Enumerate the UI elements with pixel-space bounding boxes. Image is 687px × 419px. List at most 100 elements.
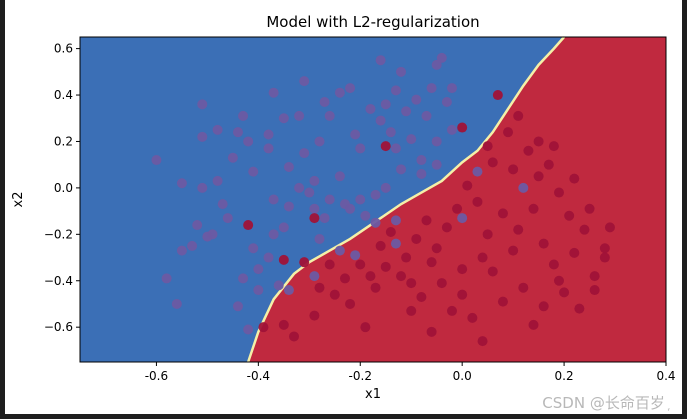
data-point-red <box>243 220 254 231</box>
data-point-red <box>431 243 442 254</box>
data-point-blue <box>263 143 274 154</box>
data-point-red <box>426 326 437 337</box>
data-point-blue <box>176 245 187 256</box>
data-point-blue <box>227 152 238 163</box>
data-point-red <box>508 245 519 256</box>
data-point-red <box>477 336 488 347</box>
data-point-blue <box>268 87 279 98</box>
data-point-blue <box>243 324 254 335</box>
data-point-red <box>324 259 335 270</box>
data-point-red <box>329 289 340 300</box>
data-point-red <box>278 254 289 265</box>
data-point-blue <box>309 175 320 186</box>
x-tick-label: -0.4 <box>247 369 270 383</box>
data-point-blue <box>283 162 294 172</box>
x-tick-label: -0.6 <box>145 369 168 383</box>
data-point-red <box>503 127 514 138</box>
data-point-blue <box>248 166 259 177</box>
data-point-blue <box>197 99 208 110</box>
data-point-blue <box>192 220 203 231</box>
data-point-red <box>538 301 549 312</box>
data-point-blue <box>370 189 381 200</box>
data-point-red <box>452 203 463 214</box>
data-point-blue <box>273 280 284 291</box>
data-point-blue <box>411 94 422 105</box>
data-point-blue <box>319 97 330 107</box>
data-point-red <box>508 164 519 175</box>
x-tick-label: 0.0 <box>453 369 472 383</box>
y-tick-label: −0.2 <box>44 227 73 241</box>
data-point-blue <box>396 164 407 175</box>
data-point-red <box>345 298 356 309</box>
data-point-red <box>406 305 417 316</box>
data-point-red <box>457 264 468 275</box>
data-point-red <box>538 238 549 249</box>
data-point-blue <box>380 182 391 193</box>
data-point-red <box>457 122 468 133</box>
data-point-blue <box>187 240 198 251</box>
data-point-red <box>518 282 529 293</box>
data-point-red <box>462 180 473 191</box>
data-point-blue <box>232 301 243 312</box>
data-point-blue <box>263 129 274 140</box>
data-point-red <box>564 210 575 221</box>
data-point-blue <box>375 55 386 66</box>
data-point-red <box>375 240 386 251</box>
plot-frame <box>79 36 667 363</box>
data-point-blue <box>518 182 529 193</box>
data-point-red <box>446 305 457 316</box>
data-point-red <box>533 136 544 147</box>
data-point-blue <box>212 124 223 135</box>
data-point-blue <box>390 215 401 226</box>
data-point-blue <box>253 264 264 275</box>
data-point-red <box>528 319 539 330</box>
data-point-blue <box>278 113 289 124</box>
data-point-blue <box>416 155 427 166</box>
data-point-blue <box>360 210 371 221</box>
data-point-blue <box>217 199 228 210</box>
data-point-blue <box>380 99 391 110</box>
data-point-red <box>553 275 564 286</box>
data-point-blue <box>299 148 310 159</box>
data-point-blue <box>222 213 233 224</box>
data-point-blue <box>401 106 412 117</box>
data-point-blue <box>472 166 483 177</box>
data-point-blue <box>334 245 345 256</box>
y-axis-label: x2 <box>11 192 26 208</box>
data-point-red <box>533 171 544 182</box>
data-point-red <box>370 282 381 293</box>
data-point-blue <box>324 194 335 205</box>
data-point-blue <box>375 115 386 126</box>
y-tick-label: −0.6 <box>44 320 73 334</box>
data-point-blue <box>263 252 274 263</box>
data-point-blue <box>294 182 305 193</box>
data-point-red <box>528 203 539 214</box>
data-point-blue <box>355 194 366 205</box>
y-tick-label: 0.6 <box>54 42 73 56</box>
data-point-red <box>416 292 427 302</box>
data-point-red <box>406 278 417 289</box>
data-point-blue <box>314 136 325 147</box>
data-point-blue <box>151 155 162 166</box>
data-point-blue <box>299 76 310 87</box>
watermark: CSDN @长命百岁 ᷊ <box>542 394 669 412</box>
data-point-blue <box>324 110 335 121</box>
data-point-red <box>548 141 559 152</box>
data-point-red <box>309 310 320 321</box>
data-point-blue <box>431 159 442 170</box>
data-point-blue <box>385 127 396 138</box>
data-point-red <box>441 222 452 233</box>
data-point-blue <box>314 233 325 244</box>
data-point-blue <box>238 110 249 121</box>
data-point-blue <box>370 217 381 228</box>
data-point-red <box>599 252 610 263</box>
data-point-blue <box>431 136 442 147</box>
data-point-blue <box>345 203 356 214</box>
data-point-red <box>553 187 564 198</box>
data-point-blue <box>294 110 305 121</box>
data-point-red <box>523 145 534 156</box>
data-point-blue <box>390 238 401 249</box>
data-point-blue <box>446 83 457 94</box>
data-point-blue <box>309 271 320 282</box>
